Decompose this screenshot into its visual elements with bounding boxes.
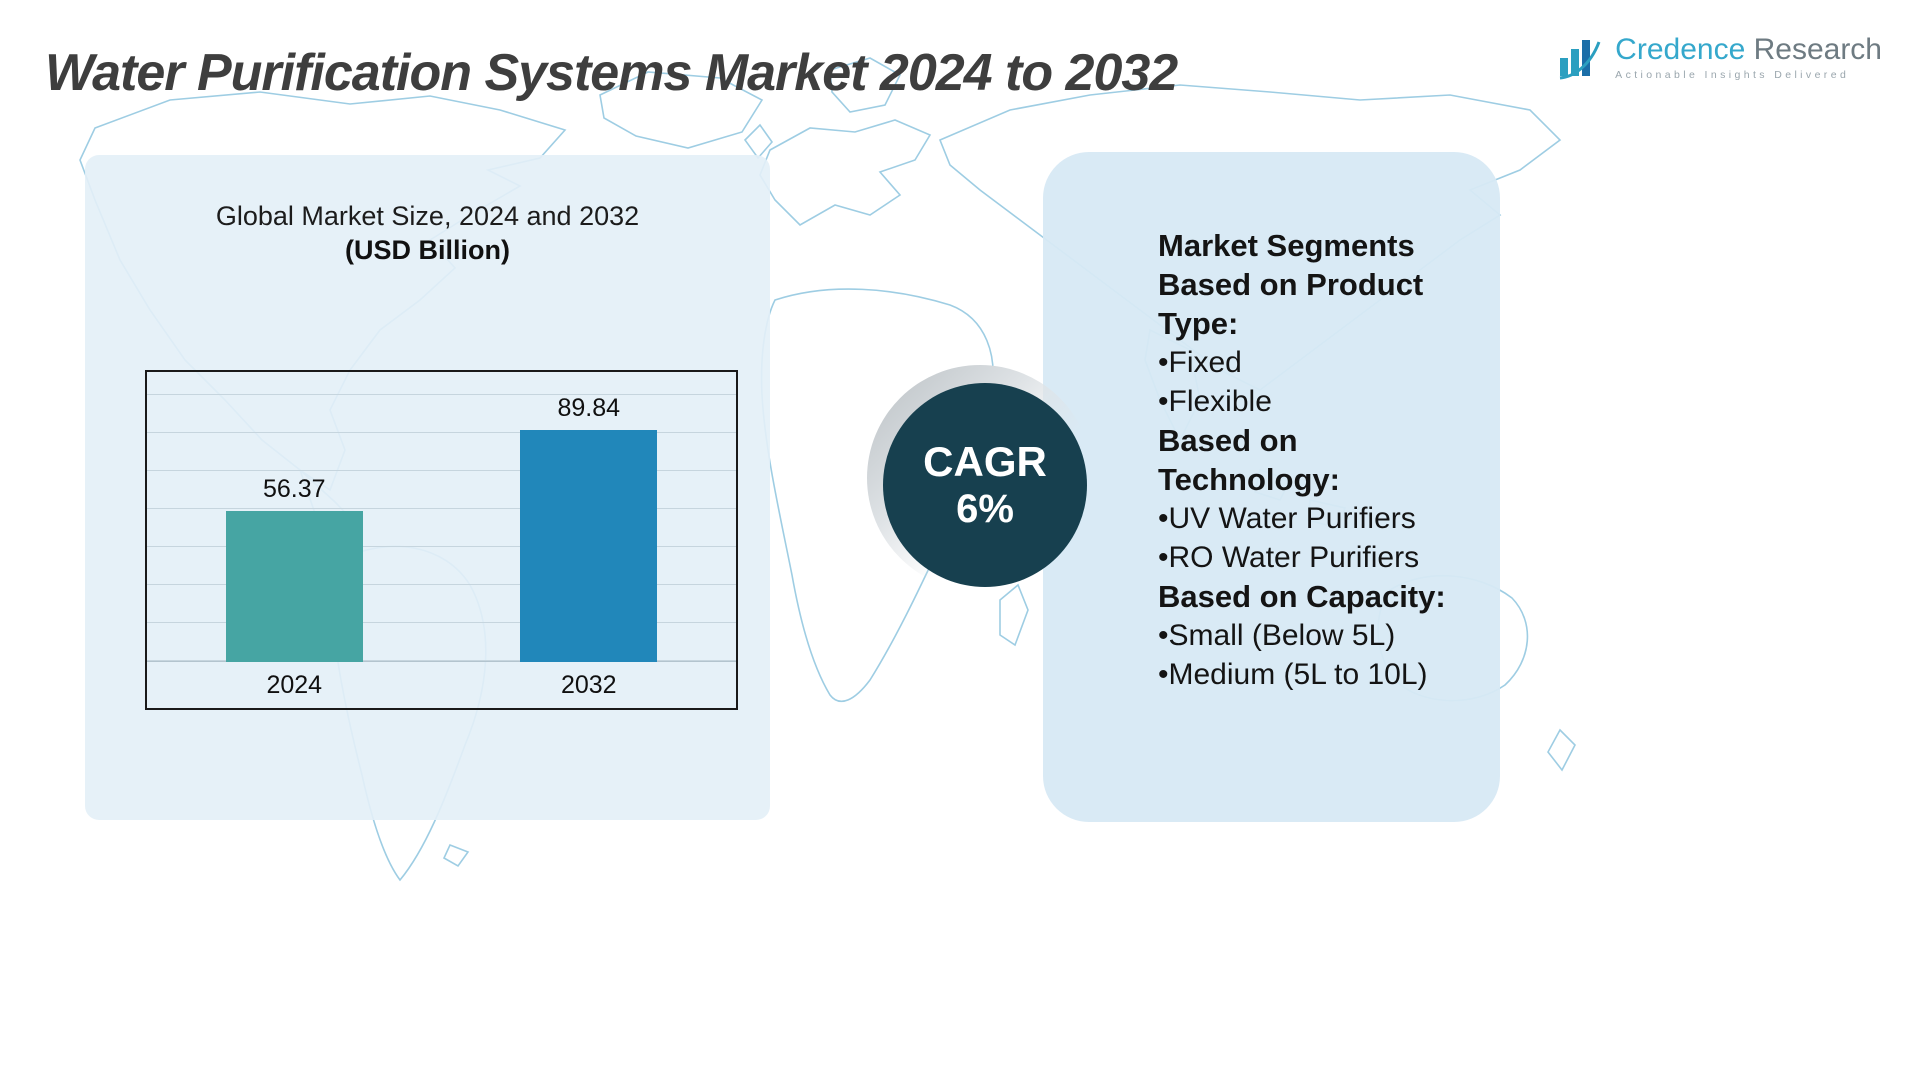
bar-value-2032: 89.84 [557,394,621,422]
logo-brand-primary: Credence [1615,33,1746,66]
segments-heading-product-type: Market Segments Based on Product Type: [1158,228,1424,341]
cagr-label: CAGR [923,438,1047,485]
bar-group-2032: 89.84 [442,394,737,662]
segment-bullet-uv-water-purifiers: •UV Water Purifiers [1158,502,1416,535]
segment-bullet-small-below-5l: •Small (Below 5L) [1158,619,1396,652]
cagr-circle: CAGR 6% [883,383,1087,587]
page-title: Water Purification Systems Market 2024 t… [45,43,1178,102]
logo-tagline: Actionable Insights Delivered [1615,69,1850,81]
segment-bullet-fixed: •Fixed [1158,346,1242,379]
bar-2024 [225,510,363,662]
bar-2032 [520,430,658,662]
logo-text: Credence Research Actionable Insights De… [1615,34,1882,82]
segments-list: Market Segments Based on Product Type: •… [1158,226,1476,694]
bar-chart-logo-icon [1559,40,1601,80]
bar-value-2024: 56.37 [262,474,326,503]
segment-bullet-flexible: •Flexible [1158,385,1272,418]
map-africa [760,288,994,703]
map-europe [759,119,932,226]
chart-title: Global Market Size, 2024 and 2032 [215,201,640,231]
x-label-2024: 2024 [266,671,323,699]
chart-bars: 56.37 89.84 [147,394,736,662]
cagr-value: 6% [956,487,1014,531]
logo-brand-secondary: Research [1753,33,1882,66]
map-island-detail [442,843,470,868]
map-uk [743,123,774,160]
market-size-panel: Global Market Size, 2024 and 2032 (USD B… [85,155,770,820]
map-new-zealand [1547,728,1576,772]
x-label-2032: 2032 [560,671,617,699]
chart-x-axis-labels: 2024 2032 [147,671,736,700]
map-greenland [599,71,764,149]
segment-bullet-medium-5l-to-10l: •Medium (5L to 10L) [1158,658,1428,691]
credence-research-logo: Credence Research Actionable Insights De… [1555,34,1882,82]
bar-group-2024: 56.37 [147,394,442,662]
map-scandinavia [829,57,902,113]
segment-bullet-ro-water-purifiers: •RO Water Purifiers [1158,541,1420,574]
map-madagascar [999,583,1029,647]
cagr-badge: CAGR 6% [867,365,1093,591]
segments-heading-capacity: Based on Capacity: [1158,579,1446,614]
logo-brand: Credence Research [1615,34,1882,66]
segments-heading-technology: Based on Technology: [1158,423,1340,497]
market-segments-panel: Market Segments Based on Product Type: •… [1043,152,1500,822]
bar-chart: 56.37 89.84 2024 2032 [145,370,738,710]
chart-subtitle: (USD Billion) [345,235,510,265]
